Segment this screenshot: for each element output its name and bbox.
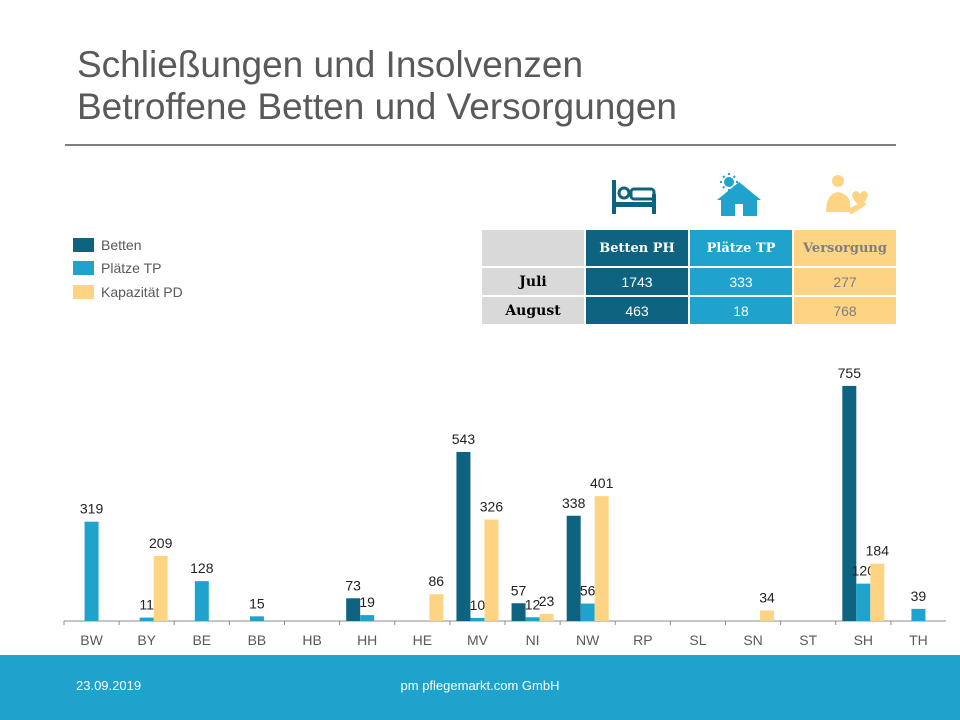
x-tick-label: NI	[526, 632, 540, 648]
legend-swatch-betten	[73, 237, 94, 252]
bar-betten	[566, 515, 581, 621]
legend-label-betten: Betten	[101, 236, 142, 253]
x-tick-label: SN	[743, 632, 762, 648]
data-label: 755	[838, 365, 862, 381]
summary-corner-cell	[482, 230, 584, 266]
bar-plaetze	[856, 583, 871, 621]
cell-juli-betten: 1743	[586, 268, 688, 295]
data-label: 39	[911, 588, 927, 604]
bar-kapazitaet	[429, 594, 444, 621]
bar-betten	[842, 385, 857, 621]
data-label: 319	[80, 501, 104, 517]
bar-plaetze	[911, 608, 926, 621]
footer-company: pm pflegemarkt.com GmbH	[400, 678, 560, 693]
bar-kapazitaet	[539, 613, 554, 621]
legend-item-betten: Betten	[73, 233, 183, 257]
data-label: 209	[149, 535, 173, 551]
x-tick-label: SH	[854, 632, 873, 648]
x-tick-label: BW	[80, 632, 103, 648]
x-tick-label: HH	[357, 632, 377, 648]
bar-betten	[456, 451, 471, 621]
summary-row-juli: Juli 1743 333 277	[482, 268, 896, 295]
bar-plaetze	[360, 615, 375, 621]
legend-swatch-plaetze	[73, 261, 94, 276]
bar-kapazitaet	[594, 496, 609, 621]
x-tick-label: BB	[248, 632, 267, 648]
bar-kapazitaet	[870, 563, 885, 621]
legend-item-plaetze: Plätze TP	[73, 257, 183, 281]
house-sun-icon	[717, 173, 761, 216]
header-plaetze-tp: Plätze TP	[690, 230, 792, 266]
bar-kapazitaet	[760, 610, 775, 621]
data-label: 10	[470, 597, 486, 613]
x-tick-label: NW	[576, 632, 600, 648]
bed-icon	[612, 180, 656, 214]
data-label: 73	[345, 577, 361, 593]
cell-juli-plaetze: 333	[690, 268, 792, 295]
header-betten-ph: Betten PH	[586, 230, 688, 266]
data-label: 338	[562, 495, 586, 511]
data-label: 19	[359, 594, 375, 610]
title-divider	[65, 144, 896, 146]
data-label: 120	[852, 563, 876, 579]
x-tick-label: BE	[192, 632, 211, 648]
x-tick-label: MV	[467, 632, 489, 648]
data-label: 56	[580, 583, 596, 599]
slide-title: Schließungen und Insolvenzen Betroffene …	[77, 44, 897, 128]
data-label: 128	[190, 560, 214, 576]
title-line-2: Betroffene Betten und Versorgungen	[77, 86, 678, 127]
data-label: 326	[480, 498, 504, 514]
x-tick-label: RP	[633, 632, 652, 648]
row-label-august: August	[482, 297, 584, 324]
x-tick-label: HB	[302, 632, 321, 648]
cell-august-versorgung: 768	[794, 297, 896, 324]
data-label: 15	[249, 595, 265, 611]
x-tick-label: ST	[799, 632, 817, 648]
care-hand-icon	[826, 175, 868, 214]
legend-label-plaetze: Plätze TP	[101, 260, 162, 277]
data-label: 184	[866, 543, 890, 559]
category-icons	[0, 172, 960, 220]
legend-swatch-kapazitaet	[73, 284, 94, 299]
cell-juli-versorgung: 277	[794, 268, 896, 295]
bar-kapazitaet	[153, 555, 168, 621]
bar-plaetze	[84, 521, 99, 621]
footer-bar: 23.09.2019 pm pflegemarkt.com GmbH	[0, 655, 960, 720]
bar-plaetze	[194, 581, 209, 621]
bar-plaetze	[525, 617, 540, 621]
summary-header-row: Betten PH Plätze TP Versorgung	[482, 230, 896, 266]
bar-betten	[511, 603, 526, 621]
data-label: 11	[139, 597, 154, 613]
x-tick-label: TH	[909, 632, 928, 648]
cell-august-plaetze: 18	[690, 297, 792, 324]
data-label: 57	[511, 582, 527, 598]
footer-date: 23.09.2019	[76, 678, 142, 693]
bar-plaetze	[139, 617, 154, 621]
summary-row-august: August 463 18 768	[482, 297, 896, 324]
bar-plaetze	[470, 617, 485, 621]
cell-august-betten: 463	[586, 297, 688, 324]
chart-legend: Betten Plätze TP Kapazität PD	[73, 233, 183, 304]
bar-betten	[346, 598, 361, 621]
row-label-juli: Juli	[482, 268, 584, 295]
legend-item-kapazitaet: Kapazität PD	[73, 280, 183, 304]
data-label: 86	[429, 573, 445, 589]
data-label: 23	[539, 593, 555, 609]
legend-label-kapazitaet: Kapazität PD	[101, 283, 183, 300]
bar-kapazitaet	[484, 519, 499, 621]
x-tick-label: HE	[413, 632, 432, 648]
header-versorgung: Versorgung	[794, 230, 896, 266]
x-tick-label: SL	[689, 632, 706, 648]
bar-plaetze	[580, 603, 595, 621]
bar-plaetze	[249, 616, 264, 621]
data-label: 543	[452, 431, 476, 447]
summary-table: Betten PH Plätze TP Versorgung Juli 1743…	[480, 228, 898, 326]
data-label: 34	[759, 589, 775, 605]
data-label: 12	[525, 596, 541, 612]
title-line-1: Schließungen und Insolvenzen	[77, 44, 584, 85]
x-tick-label: BY	[137, 632, 156, 648]
data-label: 401	[590, 475, 614, 491]
